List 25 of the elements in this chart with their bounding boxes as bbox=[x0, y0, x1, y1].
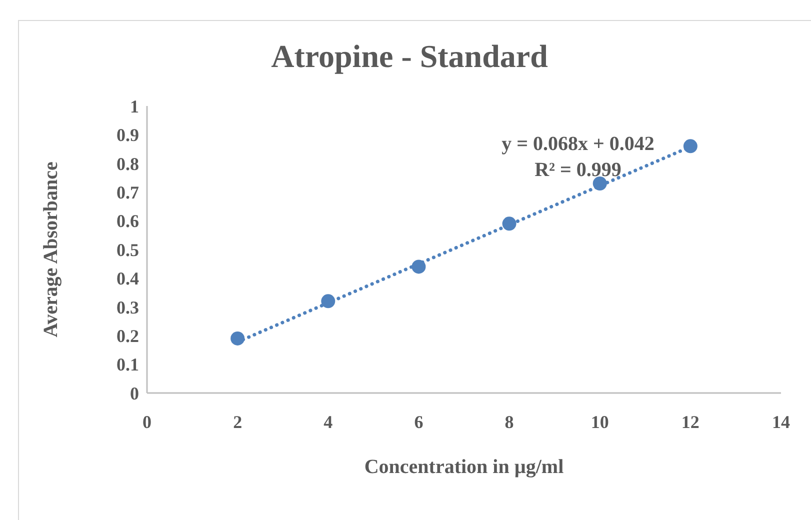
x-axis-title: Concentration in µg/ml bbox=[364, 456, 564, 478]
y-tick-label: 0.7 bbox=[116, 182, 139, 202]
x-tick-label: 6 bbox=[414, 412, 424, 432]
x-tick-label: 8 bbox=[504, 412, 514, 432]
x-tick-label: 2 bbox=[233, 412, 242, 432]
y-tick-label: 0.9 bbox=[116, 125, 139, 146]
y-tick-label: 1 bbox=[130, 96, 139, 116]
y-tick-label: 0 bbox=[130, 383, 139, 404]
annotation: y = 0.068x + 0.042 bbox=[500, 132, 656, 157]
y-tick-label: 0.2 bbox=[116, 326, 139, 346]
x-tick-label: 10 bbox=[590, 412, 609, 432]
y-tick-label: 0.4 bbox=[116, 268, 139, 289]
x-tick-label: 4 bbox=[324, 412, 333, 432]
chart-title: Atropine - Standard bbox=[270, 38, 549, 75]
y-tick-label: 0.6 bbox=[116, 211, 139, 232]
y-axis-title: Average Absorbance bbox=[40, 162, 62, 338]
y-tick-label: 0.5 bbox=[116, 240, 139, 260]
x-tick-label: 0 bbox=[142, 412, 152, 432]
y-tick-label: 0.3 bbox=[116, 297, 139, 318]
x-tick-label: 14 bbox=[772, 412, 790, 432]
point bbox=[683, 139, 698, 154]
y-tick-label: 0.1 bbox=[116, 354, 139, 375]
annotation: R² = 0.999 bbox=[534, 158, 622, 183]
y-tick-label: 0.8 bbox=[116, 154, 139, 174]
x-tick-label: 12 bbox=[681, 412, 700, 432]
